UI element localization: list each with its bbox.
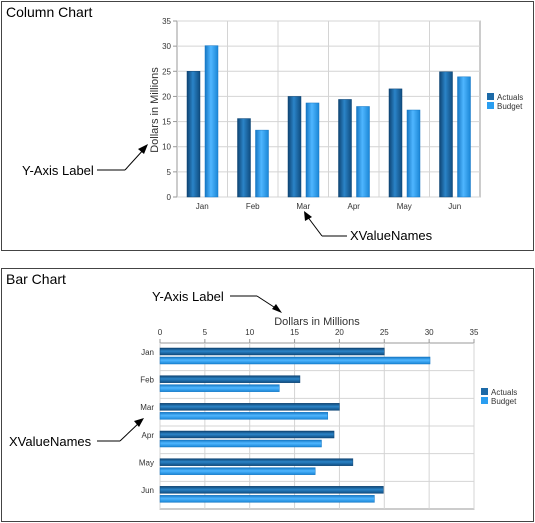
x-tick-label: Apr <box>348 202 361 211</box>
column-chart-title: Column Chart <box>6 4 93 20</box>
bar-actuals-jun <box>159 486 384 494</box>
arrowhead-xvalue <box>134 418 144 427</box>
bar-chart-panel: Bar Chart 0 5 10 15 20 25 30 35 Jan Feb Mar Apr May J… <box>1 268 534 522</box>
bar-actuals-apr <box>159 430 335 439</box>
x-tick-label: 30 <box>425 328 434 337</box>
y-tick-label: 20 <box>162 92 171 101</box>
y-tick-label: May <box>139 459 154 468</box>
bar-budget-jun <box>159 495 375 503</box>
bar-actuals-jun <box>439 71 453 198</box>
bar-actuals-apr <box>338 99 352 198</box>
arrowhead-y-axis <box>138 144 148 154</box>
annotation-y-axis-label: Y-Axis Label <box>22 163 94 178</box>
bar-chart-title: Bar Chart <box>6 271 66 287</box>
annotation-arrow-y-axis-diag <box>256 295 278 310</box>
x-tick-label: 25 <box>380 328 389 337</box>
bar-actuals-may <box>159 458 354 466</box>
y-tick-label: 35 <box>162 17 171 26</box>
bar-actuals-feb <box>159 375 301 383</box>
bar-actuals-feb <box>237 118 251 198</box>
y-tick-label: 30 <box>162 42 171 51</box>
arrowhead-xvalue <box>304 211 312 221</box>
legend-label-budget: Budget <box>497 102 523 111</box>
bar-budget-apr <box>356 106 370 198</box>
bar-budget-apr <box>159 439 322 448</box>
legend-label-actuals: Actuals <box>491 388 517 397</box>
y-tick-label: 15 <box>162 118 171 127</box>
legend-swatch-budget <box>481 397 488 404</box>
bar-actuals-mar <box>159 403 340 411</box>
column-chart-panel: Column Chart 0 5 10 15 20 25 30 35 Jan Feb Mar Apr M… <box>1 1 534 251</box>
annotation-arrow-xvalue-diag <box>119 421 141 442</box>
x-tick-label: 5 <box>203 328 208 337</box>
annotation-y-axis-label: Y-Axis Label <box>152 289 224 304</box>
bar-actuals-mar <box>287 96 302 198</box>
x-tick-label: Jan <box>196 202 209 211</box>
column-y-axis-label: Dollars in Millions <box>149 67 161 153</box>
bar-budget-mar <box>159 412 329 420</box>
legend-swatch-budget <box>487 102 494 109</box>
x-tick-label: 15 <box>290 328 299 337</box>
x-tick-label: Jun <box>448 202 461 211</box>
bar-budget-jan <box>204 45 219 198</box>
bar-budget-may <box>406 109 421 198</box>
bar-actuals-may <box>388 88 403 198</box>
annotation-xvaluenames: XValueNames <box>350 228 433 243</box>
bar-budget-mar <box>305 102 320 198</box>
y-tick-label: Jan <box>141 348 154 357</box>
y-tick-label: Apr <box>142 431 155 440</box>
bar-actuals-jan <box>186 71 201 198</box>
bar-budget-feb <box>159 384 280 392</box>
legend-swatch-actuals <box>481 388 488 395</box>
x-tick-label: 20 <box>335 328 344 337</box>
x-tick-label: 35 <box>470 328 479 337</box>
x-tick-label: 0 <box>158 328 163 337</box>
arrowhead-y-axis <box>272 304 282 313</box>
bar-budget-feb <box>255 129 269 198</box>
bar-x-axis-label: Dollars in Millions <box>274 316 360 328</box>
legend-swatch-actuals <box>487 93 494 100</box>
column-chart: 0 5 10 15 20 25 30 35 Jan Feb Mar Apr May Jun Dollars… <box>22 17 523 243</box>
annotation-arrow-xvalue-diag <box>306 215 323 237</box>
y-tick-label: Mar <box>140 403 154 412</box>
x-tick-label: 10 <box>245 328 254 337</box>
bar-budget-may <box>159 467 316 475</box>
y-tick-label: Feb <box>140 376 154 385</box>
y-tick-label: 25 <box>162 67 171 76</box>
y-tick-label: 10 <box>162 143 171 152</box>
legend-label-budget: Budget <box>491 397 517 406</box>
x-tick-label: Feb <box>246 202 260 211</box>
y-tick-label: 0 <box>167 193 172 202</box>
y-tick-label: Jun <box>141 486 154 495</box>
x-tick-label: Mar <box>296 202 310 211</box>
x-tick-label: May <box>397 202 412 211</box>
bar-budget-jan <box>159 356 431 365</box>
annotation-xvaluenames: XValueNames <box>9 434 92 449</box>
bar-actuals-jan <box>159 347 385 356</box>
y-tick-label: 5 <box>167 168 172 177</box>
bar-budget-jun <box>457 76 471 198</box>
legend-label-actuals: Actuals <box>497 93 523 102</box>
bar-chart: 0 5 10 15 20 25 30 35 Jan Feb Mar Apr May Jun Dollars… <box>9 289 517 510</box>
